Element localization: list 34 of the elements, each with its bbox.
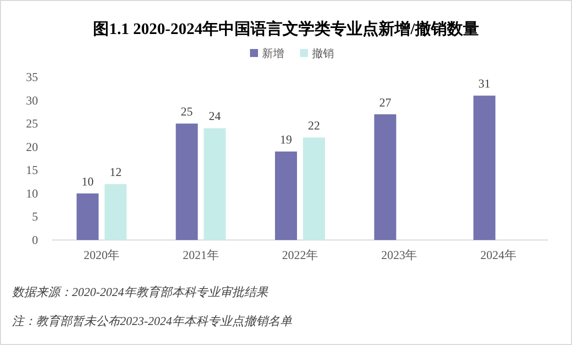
bar [303, 138, 325, 240]
data-label: 24 [208, 109, 221, 124]
y-tick-label: 20 [26, 140, 38, 154]
data-label: 25 [180, 104, 193, 119]
data-label: 10 [82, 174, 94, 188]
x-tick-label: 2020年 [84, 248, 120, 262]
legend-label: 撤销 [312, 47, 334, 60]
y-tick-label: 35 [26, 70, 38, 84]
legend-label: 新增 [262, 47, 284, 60]
x-tick-label: 2021年 [182, 248, 219, 262]
bar [104, 184, 127, 240]
data-label: 27 [379, 95, 392, 110]
x-tick-label: 2023年 [381, 248, 418, 262]
source-note: 数据来源：2020-2024年教育部本科专业审批结果 [12, 285, 269, 299]
bar [76, 193, 99, 240]
bar [204, 128, 226, 240]
data-label: 31 [478, 76, 490, 91]
bar [176, 124, 198, 240]
data-label: 22 [308, 118, 320, 133]
text: 注：教育部暂未公布2023-2024年本科专业点撤销名单 [12, 314, 292, 328]
bar [473, 96, 496, 240]
x-tick-label: 2024年 [480, 248, 516, 262]
chart-title: 图1.1 2020-2024年中国语言文学类专业点新增/撤销数量 [93, 19, 479, 38]
y-tick-label: 15 [26, 163, 38, 178]
y-tick-label: 10 [26, 186, 38, 200]
bar [275, 152, 297, 240]
y-tick-label: 30 [26, 93, 38, 108]
y-tick-label: 5 [32, 210, 38, 224]
y-tick-label: 0 [32, 233, 38, 247]
x-tick-label: 2022年 [282, 248, 318, 262]
bar [374, 114, 396, 240]
data-label: 12 [110, 165, 122, 180]
y-tick-label: 25 [26, 116, 38, 131]
data-label: 19 [280, 132, 292, 147]
